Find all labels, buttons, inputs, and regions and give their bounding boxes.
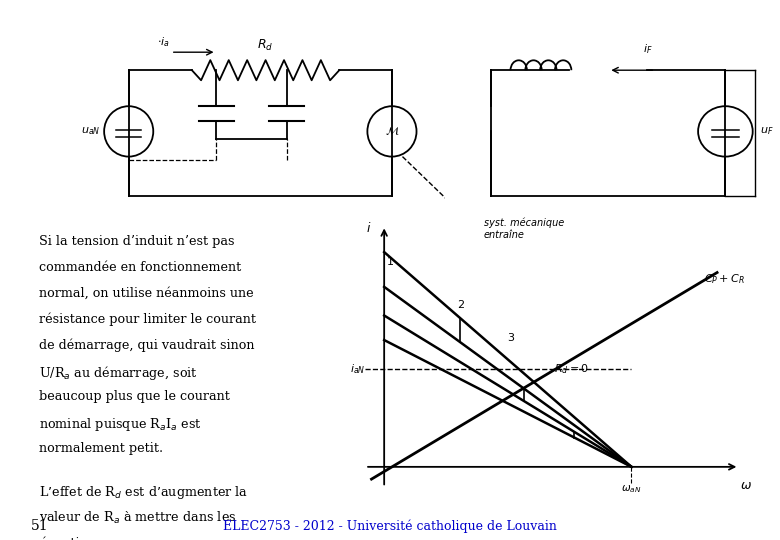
Text: commandée en fonctionnement: commandée en fonctionnement xyxy=(39,261,241,274)
Text: normal, on utilise néanmoins une: normal, on utilise néanmoins une xyxy=(39,287,254,300)
Text: équations: équations xyxy=(39,536,102,540)
Text: $\omega_{aN}$: $\omega_{aN}$ xyxy=(622,483,642,495)
Text: ELEC2753 - 2012 - Université catholique de Louvain: ELEC2753 - 2012 - Université catholique … xyxy=(223,519,557,534)
Text: $R_d$: $R_d$ xyxy=(257,38,274,53)
Text: résistance pour limiter le courant: résistance pour limiter le courant xyxy=(39,313,256,326)
Text: de démarrage, qui vaudrait sinon: de démarrage, qui vaudrait sinon xyxy=(39,339,254,352)
Text: $C_P+C_R$: $C_P+C_R$ xyxy=(704,272,745,286)
Text: $R_d=0$: $R_d=0$ xyxy=(554,362,589,376)
Text: $\mathcal{M}$: $\mathcal{M}$ xyxy=(385,125,399,137)
Text: Si la tension d’induit n’est pas: Si la tension d’induit n’est pas xyxy=(39,235,235,248)
Text: $\cdot i_a$: $\cdot i_a$ xyxy=(158,35,170,49)
Text: nominal puisque R$_a$I$_a$ est: nominal puisque R$_a$I$_a$ est xyxy=(39,416,201,433)
Text: $u_{aN}$: $u_{aN}$ xyxy=(81,125,101,137)
Text: 1: 1 xyxy=(387,257,394,267)
Text: valeur de R$_a$ à mettre dans les: valeur de R$_a$ à mettre dans les xyxy=(39,510,236,526)
Text: 3: 3 xyxy=(508,333,515,343)
Text: syst. mécanique
entraîne: syst. mécanique entraîne xyxy=(484,218,564,240)
Text: $i_F$: $i_F$ xyxy=(643,42,652,56)
Text: normalement petit.: normalement petit. xyxy=(39,442,163,455)
Text: $i_{aN}$: $i_{aN}$ xyxy=(349,362,365,376)
Text: L’effet de R$_d$ est d’augmenter la: L’effet de R$_d$ est d’augmenter la xyxy=(39,484,248,501)
Text: 51: 51 xyxy=(31,519,49,534)
Text: beaucoup plus que le courant: beaucoup plus que le courant xyxy=(39,390,230,403)
Text: 2: 2 xyxy=(457,300,464,310)
Text: $u_F$: $u_F$ xyxy=(760,125,774,137)
Text: U/R$_a$ au démarrage, soit: U/R$_a$ au démarrage, soit xyxy=(39,364,198,382)
Text: $\omega$: $\omega$ xyxy=(739,479,752,492)
Text: $i$: $i$ xyxy=(366,220,371,234)
